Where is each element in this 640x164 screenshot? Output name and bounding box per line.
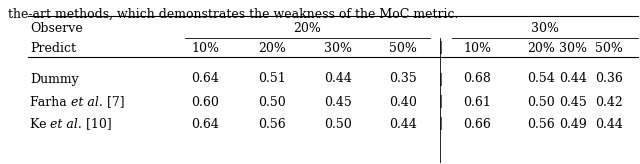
Text: et al.: et al. — [51, 117, 83, 131]
Text: 20%: 20% — [294, 22, 321, 35]
Text: Predict: Predict — [30, 41, 76, 54]
Text: Farha: Farha — [30, 95, 71, 109]
Text: 30%: 30% — [531, 22, 559, 35]
Text: 30%: 30% — [324, 41, 352, 54]
Text: 0.66: 0.66 — [463, 117, 491, 131]
Text: 50%: 50% — [595, 41, 623, 54]
Text: 0.64: 0.64 — [191, 117, 219, 131]
Text: 0.45: 0.45 — [559, 95, 587, 109]
Text: 30%: 30% — [559, 41, 587, 54]
Text: 0.44: 0.44 — [389, 117, 417, 131]
Text: 0.49: 0.49 — [559, 117, 587, 131]
Text: 0.50: 0.50 — [324, 117, 352, 131]
Text: Dummy: Dummy — [30, 72, 79, 85]
Text: 0.68: 0.68 — [463, 72, 491, 85]
Text: [7]: [7] — [102, 95, 124, 109]
Text: |: | — [438, 72, 442, 85]
Text: 10%: 10% — [191, 41, 219, 54]
Text: [10]: [10] — [83, 117, 112, 131]
Text: 0.44: 0.44 — [324, 72, 352, 85]
Text: 20%: 20% — [258, 41, 286, 54]
Text: 0.44: 0.44 — [595, 117, 623, 131]
Text: et al.: et al. — [71, 95, 102, 109]
Text: 50%: 50% — [389, 41, 417, 54]
Text: 10%: 10% — [463, 41, 491, 54]
Text: the-art methods, which demonstrates the weakness of the MoC metric.: the-art methods, which demonstrates the … — [8, 8, 458, 21]
Text: 0.64: 0.64 — [191, 72, 219, 85]
Text: 0.45: 0.45 — [324, 95, 352, 109]
Text: 0.61: 0.61 — [463, 95, 491, 109]
Text: 0.36: 0.36 — [595, 72, 623, 85]
Text: 0.44: 0.44 — [559, 72, 587, 85]
Text: 0.56: 0.56 — [258, 117, 286, 131]
Text: 0.54: 0.54 — [527, 72, 555, 85]
Text: 0.60: 0.60 — [191, 95, 219, 109]
Text: 0.56: 0.56 — [527, 117, 555, 131]
Text: Observe: Observe — [30, 22, 83, 35]
Text: 20%: 20% — [527, 41, 555, 54]
Text: 0.50: 0.50 — [527, 95, 555, 109]
Text: 0.51: 0.51 — [258, 72, 286, 85]
Text: |: | — [438, 41, 442, 54]
Text: 0.50: 0.50 — [258, 95, 286, 109]
Text: 0.35: 0.35 — [389, 72, 417, 85]
Text: |: | — [438, 117, 442, 131]
Text: 0.42: 0.42 — [595, 95, 623, 109]
Text: Ke: Ke — [30, 117, 51, 131]
Text: |: | — [438, 95, 442, 109]
Text: 0.40: 0.40 — [389, 95, 417, 109]
